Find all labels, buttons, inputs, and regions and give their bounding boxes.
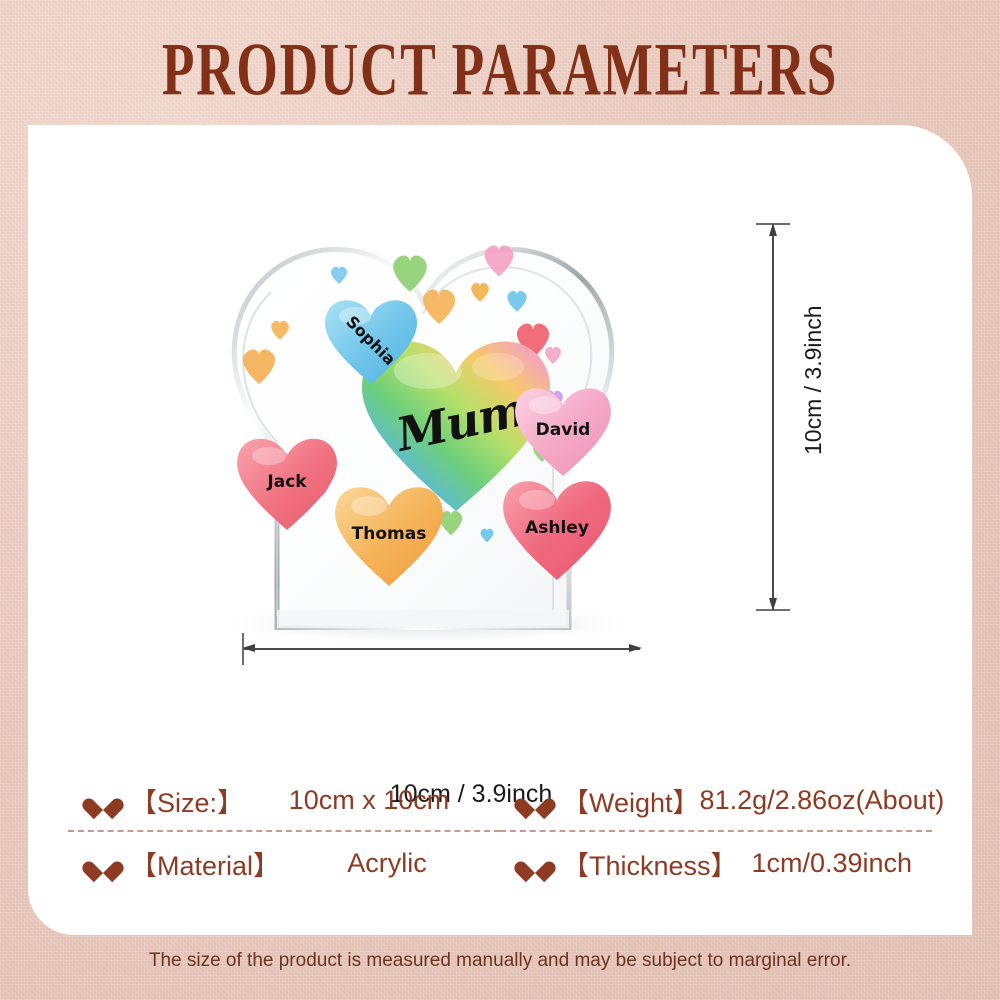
name-heart-david: David xyxy=(513,380,613,480)
center-rainbow-heart xyxy=(358,325,554,521)
spec-row: 【Size:】 10cm x 10cm 【Weight】 81.2g/2.86o… xyxy=(68,770,944,832)
dim-horizontal-cap-left xyxy=(242,633,244,665)
spec-cell-size: 【Size:】 10cm x 10cm xyxy=(68,770,500,832)
dim-arrow-right-icon xyxy=(629,644,642,652)
spec-value: Acrylic xyxy=(347,847,427,878)
name-heart-jack: Jack xyxy=(235,430,339,534)
name-heart-thomas: Thomas xyxy=(333,478,445,590)
footer-note: The size of the product is measured manu… xyxy=(148,950,852,971)
content-card: Mum Sophia xyxy=(28,125,972,935)
acrylic-heart-plaque: Mum Sophia xyxy=(213,210,633,631)
name-heart-label: Jack xyxy=(267,472,307,492)
spec-cell-thickness: 【Thickness】 1cm/0.39inch xyxy=(500,832,932,894)
name-heart-label: Ashley xyxy=(525,518,589,538)
dim-arrow-left-icon xyxy=(242,644,255,652)
dim-arrow-up-icon xyxy=(769,223,777,236)
heart-bullet-icon xyxy=(90,851,116,875)
name-heart-label: David xyxy=(535,420,591,440)
dim-vertical-label: 10cm / 3.9inch xyxy=(800,305,826,455)
spec-key: 【Thickness】 xyxy=(562,850,738,881)
spec-key: 【Material】 xyxy=(130,850,281,881)
product-photo: Mum Sophia xyxy=(28,125,972,808)
spec-key: 【Weight】 xyxy=(562,787,700,818)
page-title: PRODUCT PARAMETERS xyxy=(161,28,839,112)
spec-cell-weight: 【Weight】 81.2g/2.86oz(About) xyxy=(500,770,944,832)
spec-value: 10cm x 10cm xyxy=(288,784,450,815)
heart-bullet-icon xyxy=(522,851,548,875)
spec-table: 【Size:】 10cm x 10cm 【Weight】 81.2g/2.86o… xyxy=(68,770,944,894)
name-heart-label: Thomas xyxy=(351,524,427,544)
spec-value: 81.2g/2.86oz(About) xyxy=(699,784,945,815)
dim-horizontal-line xyxy=(244,648,640,650)
dim-arrow-down-icon xyxy=(769,598,777,611)
heart-bullet-icon xyxy=(522,788,548,812)
name-heart-sophia: Sophia xyxy=(323,292,419,388)
spec-value: 1cm/0.39inch xyxy=(751,847,913,878)
name-heart-ashley: Ashley xyxy=(501,472,613,584)
spec-cell-material: 【Material】 Acrylic xyxy=(68,832,500,894)
heart-bullet-icon xyxy=(90,788,116,812)
spec-row: 【Material】 Acrylic 【Thickness】 1cm/0.39i… xyxy=(68,832,932,894)
spec-key: 【Size:】 xyxy=(130,787,245,818)
dim-vertical-line xyxy=(772,225,774,609)
